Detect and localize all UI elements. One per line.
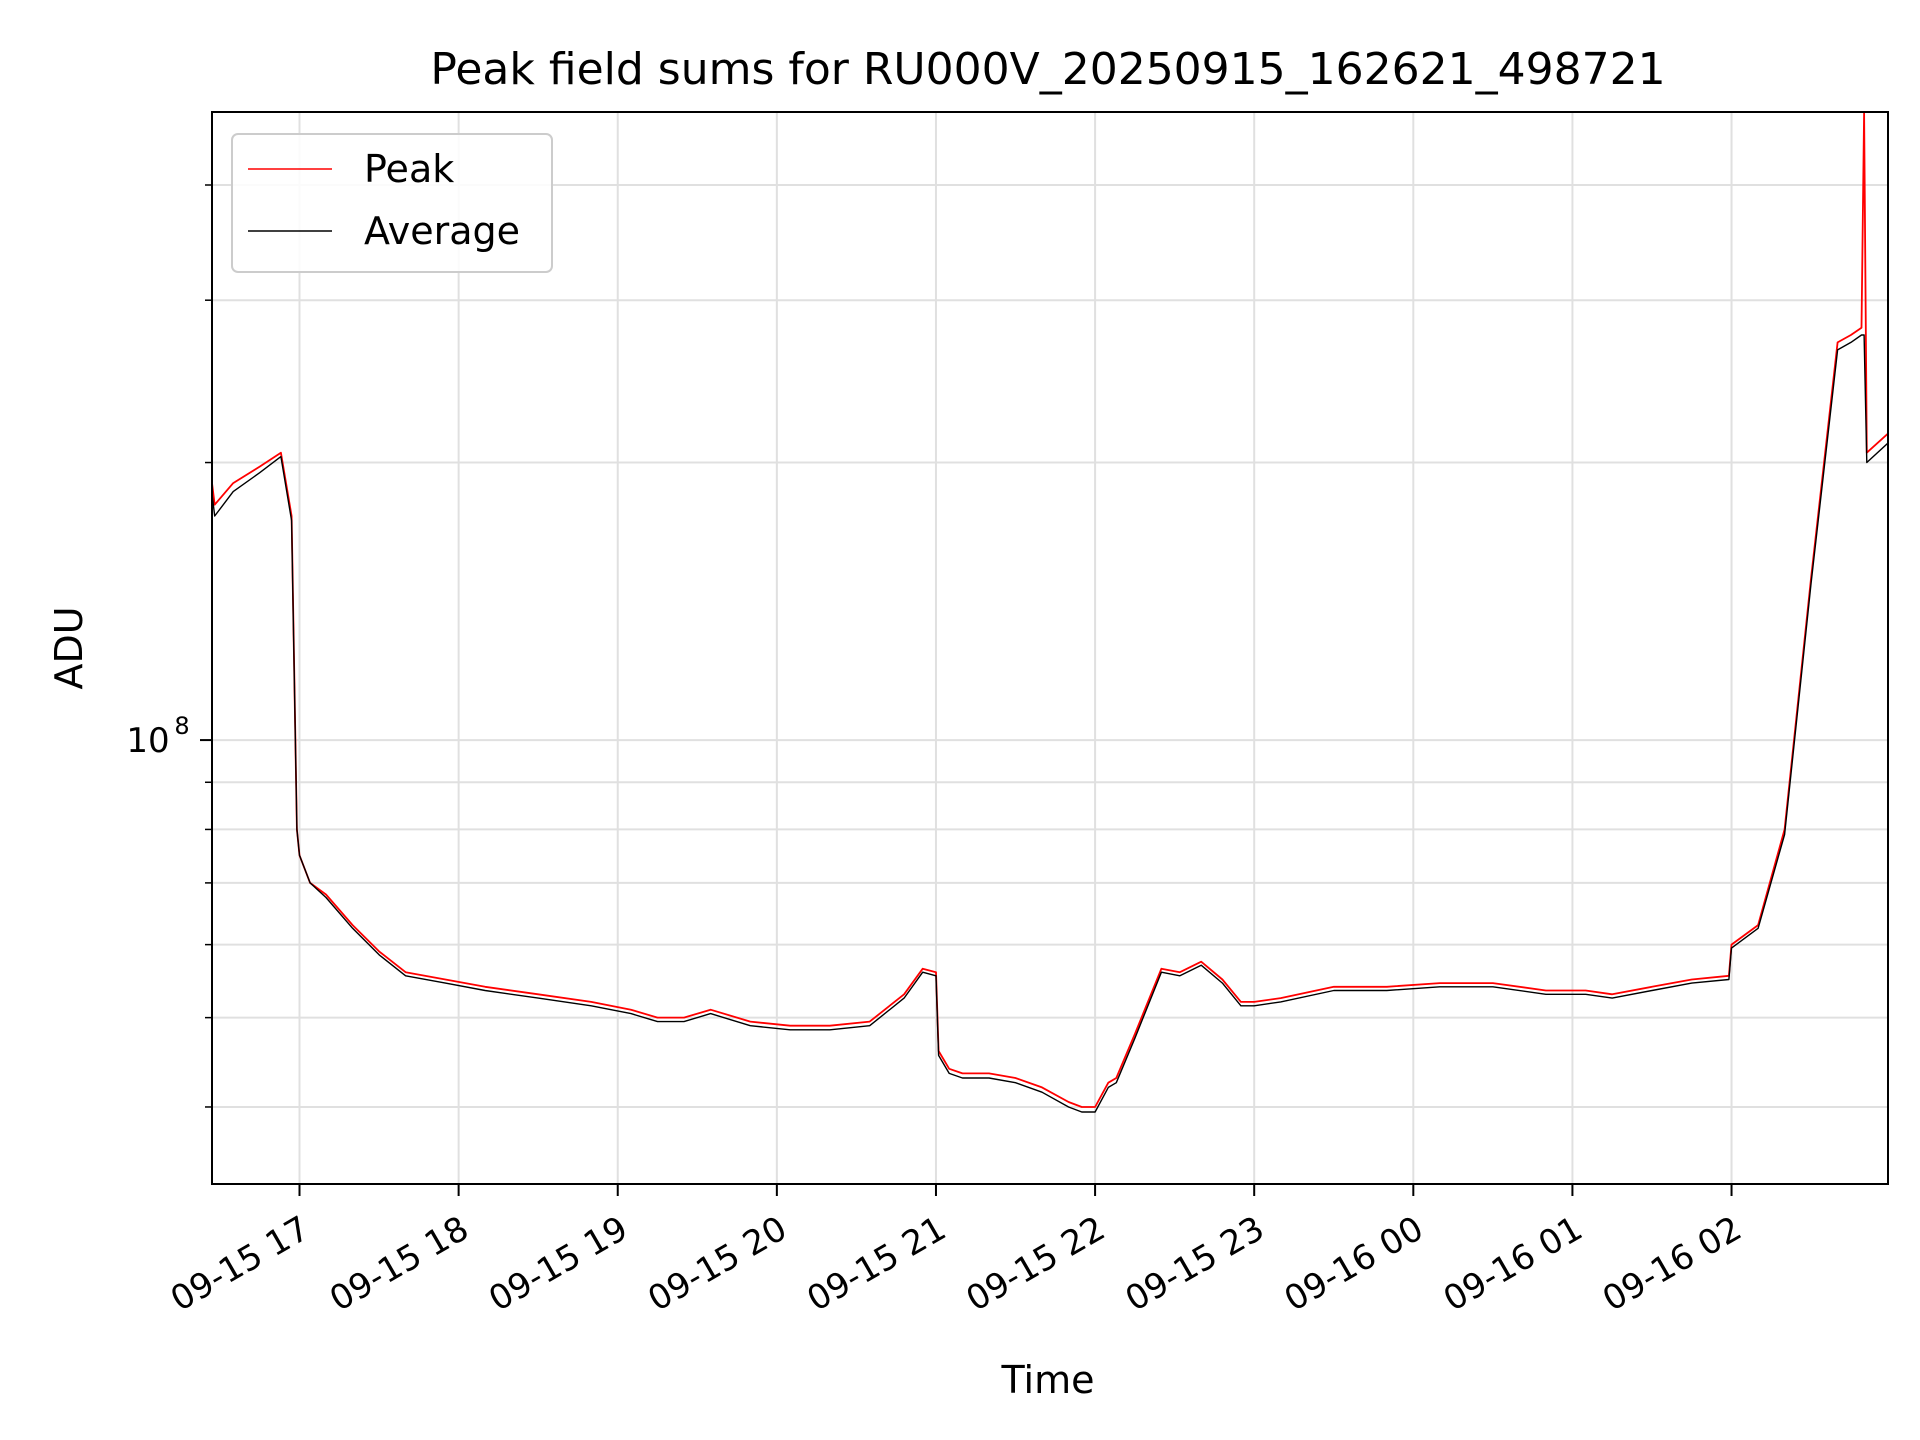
x-axis-label: Time — [1001, 1358, 1095, 1402]
legend-peak-label: Peak — [364, 147, 454, 191]
series-line-peak — [212, 112, 1888, 1108]
y-tick-label-exponent: 8 — [174, 712, 189, 740]
grid — [212, 112, 1888, 1184]
legend-average-label: Average — [364, 209, 520, 253]
series-group — [212, 112, 1888, 1113]
legend: Peak Average — [231, 133, 553, 273]
series-line-average — [212, 334, 1888, 1113]
plot-frame — [211, 111, 1889, 1185]
y-axis-label: ADU — [47, 606, 91, 689]
y-axis-ticks: 10 8 — [126, 184, 212, 1108]
y-tick-label: 10 — [126, 721, 169, 761]
chart-title: Peak field sums for RU000V_20250915_1626… — [430, 44, 1665, 95]
plot-area — [212, 112, 1888, 1113]
